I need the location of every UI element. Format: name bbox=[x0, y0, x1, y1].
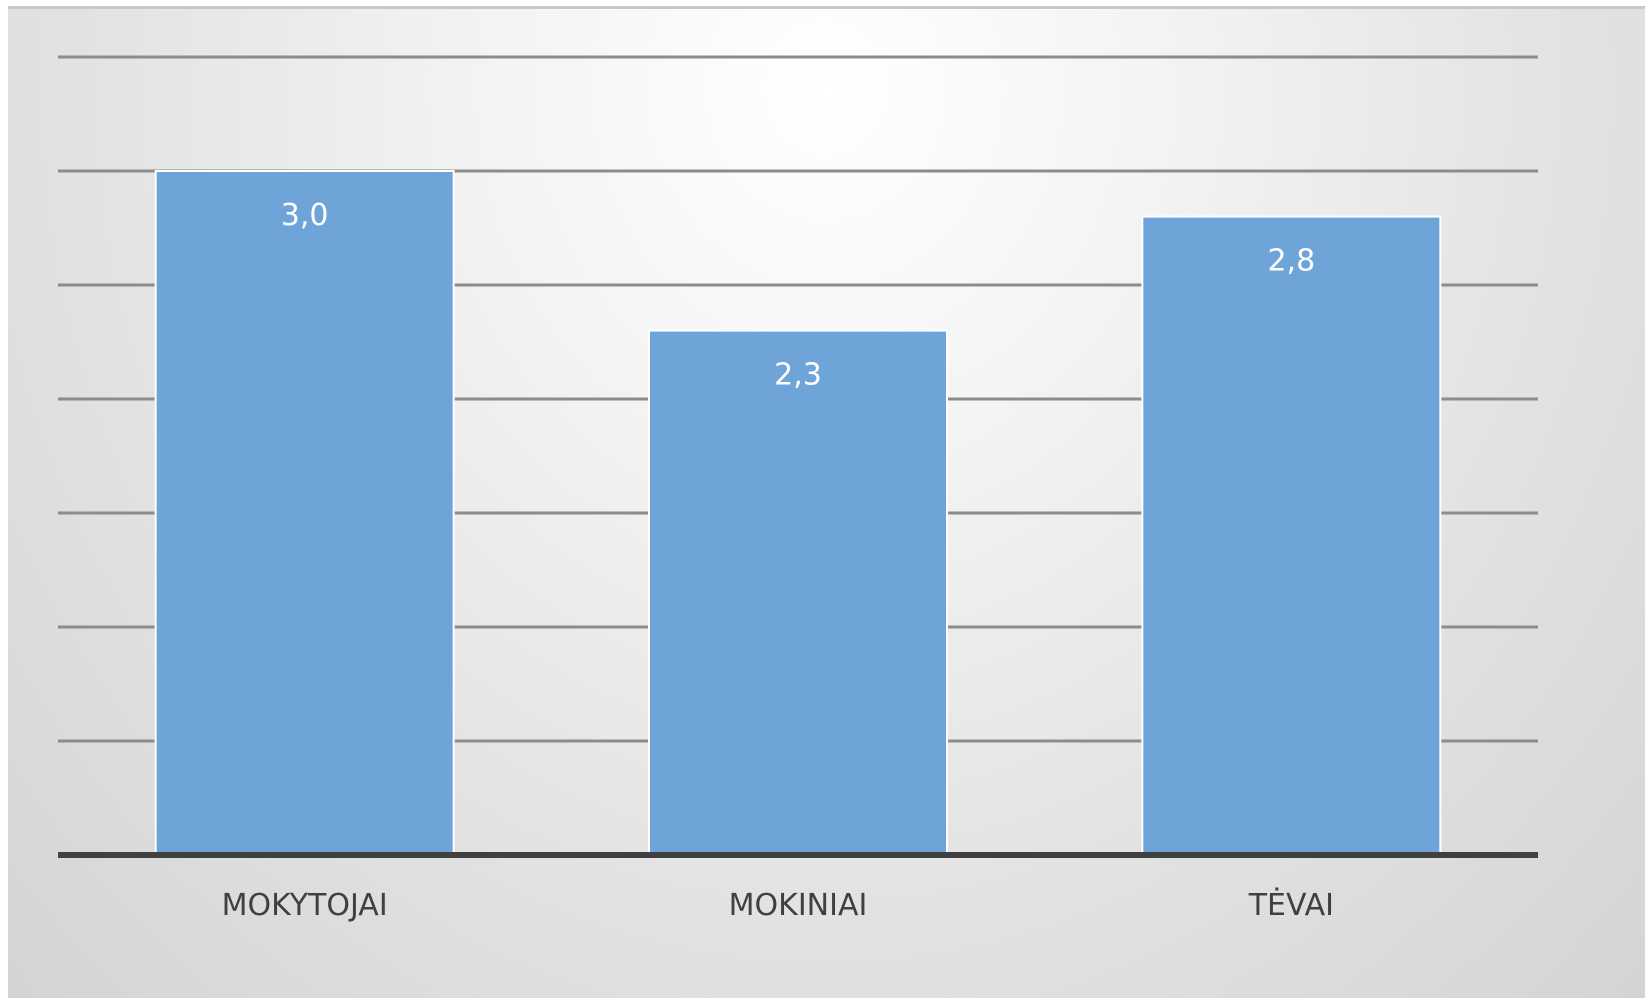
data-label: 2,8 bbox=[1267, 244, 1315, 279]
bar-tėvai bbox=[1141, 215, 1442, 857]
data-labels: 3,0 2,3 2,8 bbox=[281, 198, 1315, 393]
category-label: MOKYTOJAI bbox=[222, 888, 388, 923]
data-label: 2,3 bbox=[774, 358, 822, 393]
category-label: TĖVAI bbox=[1248, 887, 1334, 923]
bar-mokytojai bbox=[154, 170, 455, 856]
category-label: MOKINIAI bbox=[729, 888, 868, 923]
category-labels: MOKYTOJAI MOKINIAI TĖVAI bbox=[222, 887, 1334, 923]
bars bbox=[154, 170, 1442, 857]
bar-mokiniai bbox=[648, 329, 948, 857]
chart-area: 3,0 2,3 2,8 MOKYTOJAI MOKINIAI TĖVAI bbox=[8, 6, 1645, 998]
bar-chart: 3,0 2,3 2,8 MOKYTOJAI MOKINIAI TĖVAI bbox=[58, 55, 1538, 923]
data-label: 3,0 bbox=[281, 198, 329, 233]
